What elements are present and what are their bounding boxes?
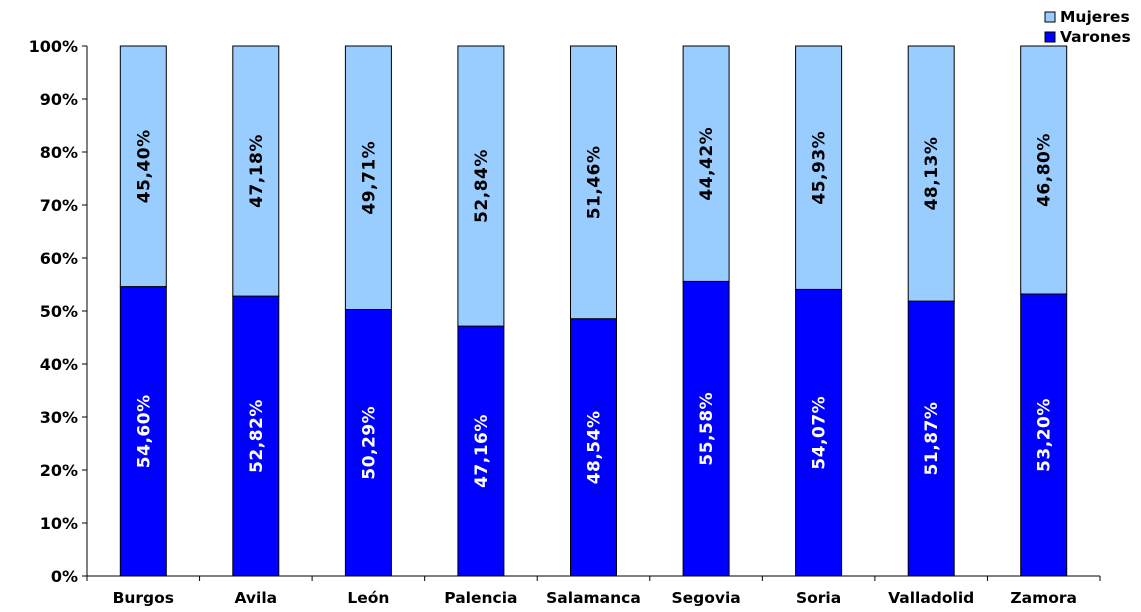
x-tick-label: Avila xyxy=(234,589,277,607)
bar-mujeres-4 xyxy=(570,45,617,320)
bar-mujeres-3 xyxy=(457,45,505,327)
legend-swatch-mujeres xyxy=(1044,11,1056,23)
bar-mujeres-7 xyxy=(907,45,955,302)
x-tick-label: Salamanca xyxy=(546,589,641,607)
bar-mujeres-5 xyxy=(682,45,730,282)
data-label-varones-5: 55,58% xyxy=(697,392,717,466)
bar-mujeres-1 xyxy=(232,45,280,297)
x-tick-label: Zamora xyxy=(1010,589,1077,607)
bar-mujeres-8 xyxy=(1020,45,1068,295)
x-tick-label: Burgos xyxy=(113,589,174,607)
bar-varones-2 xyxy=(344,309,392,577)
y-tick-label: 50% xyxy=(40,302,78,321)
y-tick-label: 30% xyxy=(40,408,78,427)
y-tick-label: 60% xyxy=(40,249,78,268)
bar-mujeres-6 xyxy=(795,45,843,290)
data-label-mujeres-7: 48,13% xyxy=(922,137,942,211)
axes-layer: 0% 10% 20% 30% 40% 50% 60% 70% 80% 90% 100% Burgos A… xyxy=(29,37,1101,607)
bar-mujeres-2 xyxy=(344,45,392,310)
y-tick-label: 80% xyxy=(40,143,78,162)
data-label-mujeres-0: 45,40% xyxy=(134,129,154,203)
data-label-varones-4: 48,54% xyxy=(585,410,605,484)
x-tick-label: Valladolid xyxy=(888,589,974,607)
data-label-varones-0: 54,60% xyxy=(134,394,154,468)
x-tick-label: Segovia xyxy=(671,589,740,607)
legend-label-varones: Varones xyxy=(1060,28,1131,46)
data-label-varones-7: 51,87% xyxy=(922,402,942,476)
data-label-mujeres-8: 46,80% xyxy=(1035,133,1055,207)
data-label-varones-8: 53,20% xyxy=(1035,398,1055,472)
bar-varones-5 xyxy=(682,280,730,577)
data-label-varones-3: 47,16% xyxy=(472,414,492,488)
data-label-mujeres-4: 51,46% xyxy=(585,145,605,219)
legend-swatch-varones xyxy=(1044,31,1056,43)
x-tick-label: Palencia xyxy=(444,589,517,607)
data-label-mujeres-3: 52,84% xyxy=(472,149,492,223)
bar-varones-8 xyxy=(1020,293,1068,577)
data-label-mujeres-6: 45,93% xyxy=(810,131,830,205)
bars-layer xyxy=(119,45,1068,577)
bar-mujeres-0 xyxy=(119,45,167,288)
data-label-varones-2: 50,29% xyxy=(359,406,379,480)
legend: Mujeres Varones xyxy=(1044,8,1131,46)
legend-label-mujeres: Mujeres xyxy=(1060,8,1130,26)
y-tick-label: 10% xyxy=(40,514,78,533)
labels-layer: 54,60% 45,40% 52,82% 47,18% 50,29% 49,71% 47,1… xyxy=(134,127,1054,488)
bar-varones-7 xyxy=(907,300,955,577)
data-label-mujeres-1: 47,18% xyxy=(247,134,267,208)
bar-varones-6 xyxy=(795,288,843,577)
y-tick-label: 90% xyxy=(40,90,78,109)
bar-varones-0 xyxy=(119,286,167,577)
x-tick-label: Soria xyxy=(796,589,841,607)
y-tick-label: 100% xyxy=(29,37,78,56)
y-tick-label: 20% xyxy=(40,461,78,480)
data-label-mujeres-5: 44,42% xyxy=(697,127,717,201)
x-tick-label: León xyxy=(347,589,389,607)
y-tick-label: 70% xyxy=(40,196,78,215)
y-tick-label: 40% xyxy=(40,355,78,374)
data-label-mujeres-2: 49,71% xyxy=(359,141,379,215)
data-label-varones-1: 52,82% xyxy=(247,399,267,473)
y-tick-label: 0% xyxy=(51,567,78,586)
data-label-varones-6: 54,07% xyxy=(810,396,830,470)
